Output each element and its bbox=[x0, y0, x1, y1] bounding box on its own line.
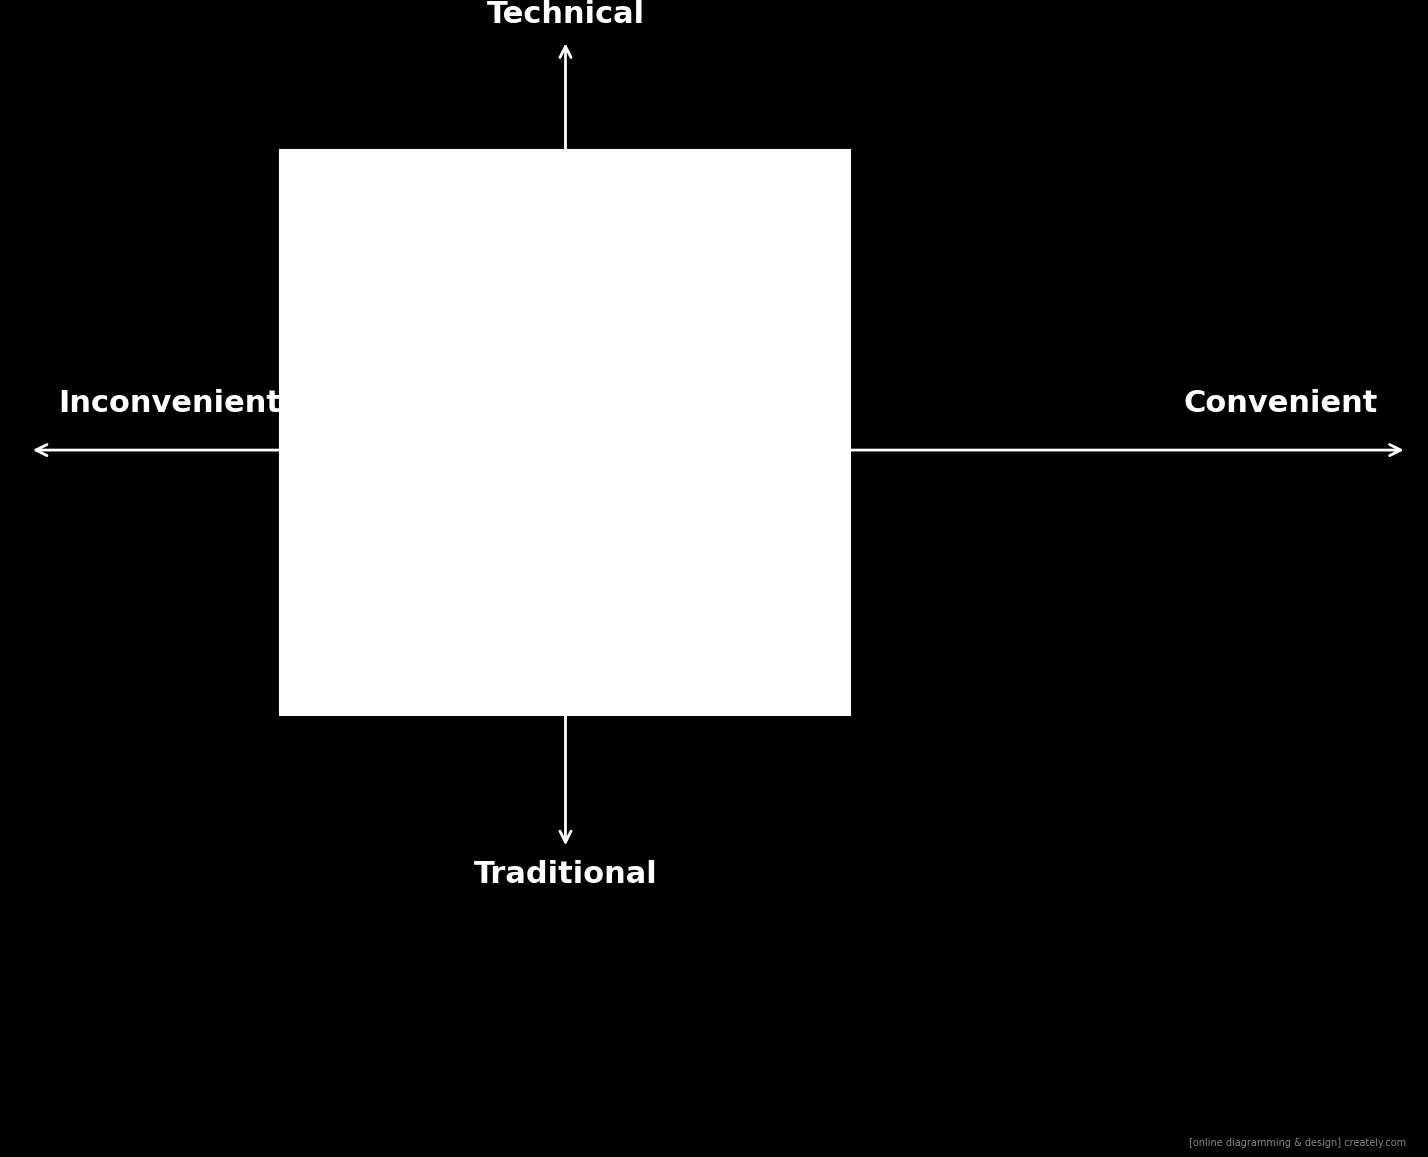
Text: Inconvenient: Inconvenient bbox=[59, 389, 281, 418]
Text: Convenient: Convenient bbox=[1184, 389, 1378, 418]
Text: Technical: Technical bbox=[487, 0, 644, 29]
Bar bbox=[280, 150, 850, 715]
Text: Traditional: Traditional bbox=[474, 860, 657, 889]
Text: [online diagramming & design] creately.com: [online diagramming & design] creately.c… bbox=[1190, 1137, 1407, 1148]
